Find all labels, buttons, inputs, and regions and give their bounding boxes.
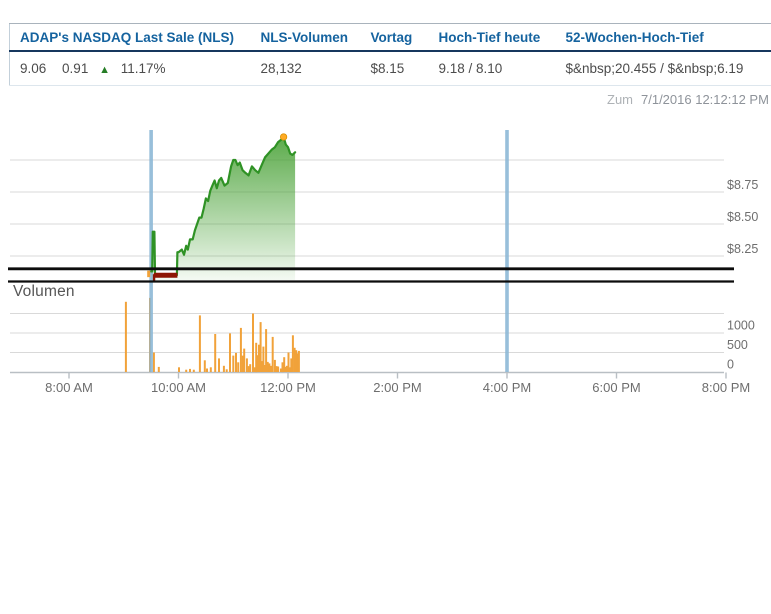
up-arrow-icon: ▲ bbox=[99, 64, 110, 76]
change-value: 0.91 bbox=[62, 61, 89, 76]
day-high-low-value: 9.18 / 8.10 bbox=[428, 51, 556, 86]
previous-close-value: $8.15 bbox=[360, 51, 429, 86]
quote-summary-table: ADAP's NASDAQ Last Sale (NLS) NLS-Volume… bbox=[9, 23, 771, 86]
col-nls-volume: NLS-Volumen bbox=[250, 23, 361, 52]
svg-text:2:00 PM: 2:00 PM bbox=[373, 380, 421, 395]
volume-chart-title: Volumen bbox=[13, 283, 75, 300]
col-52w-high-low: 52-Wochen-Hoch-Tief bbox=[555, 23, 771, 52]
col-previous-day: Vortag bbox=[360, 23, 429, 52]
quote-value-row: 9.06 0.91 ▲ 11.17% 28,132 $8.15 9.18 / 8… bbox=[9, 51, 771, 86]
svg-text:1000: 1000 bbox=[727, 319, 755, 333]
last-price: 9.06 bbox=[20, 61, 47, 76]
timestamp-value: 7/1/2016 12:12:12 PM - bbox=[641, 92, 771, 107]
svg-text:12:00 PM: 12:00 PM bbox=[260, 380, 316, 395]
svg-text:0: 0 bbox=[727, 358, 734, 372]
svg-text:6:00 PM: 6:00 PM bbox=[592, 380, 640, 395]
52w-high-low-value: $&nbsp;20.455 / $&nbsp;6.19 bbox=[555, 51, 771, 86]
svg-text:500: 500 bbox=[727, 338, 748, 352]
svg-text:$8.75: $8.75 bbox=[727, 178, 758, 192]
svg-text:$8.50: $8.50 bbox=[727, 210, 758, 224]
svg-text:10:00 AM: 10:00 AM bbox=[151, 380, 206, 395]
svg-text:8:00 AM: 8:00 AM bbox=[45, 380, 93, 395]
timestamp: Zum 7/1/2016 12:12:12 PM - bbox=[607, 92, 771, 107]
nls-volume-value: 28,132 bbox=[250, 51, 361, 86]
col-last-sale: ADAP's NASDAQ Last Sale (NLS) bbox=[9, 23, 251, 52]
timestamp-label: Zum bbox=[607, 92, 633, 107]
quote-header-row: ADAP's NASDAQ Last Sale (NLS) NLS-Volume… bbox=[9, 23, 771, 52]
svg-text:4:00 PM: 4:00 PM bbox=[483, 380, 531, 395]
change-percent: 11.17% bbox=[120, 61, 166, 76]
svg-text:$8.25: $8.25 bbox=[727, 242, 758, 256]
col-day-high-low: Hoch-Tief heute bbox=[428, 23, 556, 52]
svg-text:8:00 PM: 8:00 PM bbox=[702, 380, 750, 395]
last-sale-cell: 9.06 0.91 ▲ 11.17% bbox=[9, 51, 251, 86]
